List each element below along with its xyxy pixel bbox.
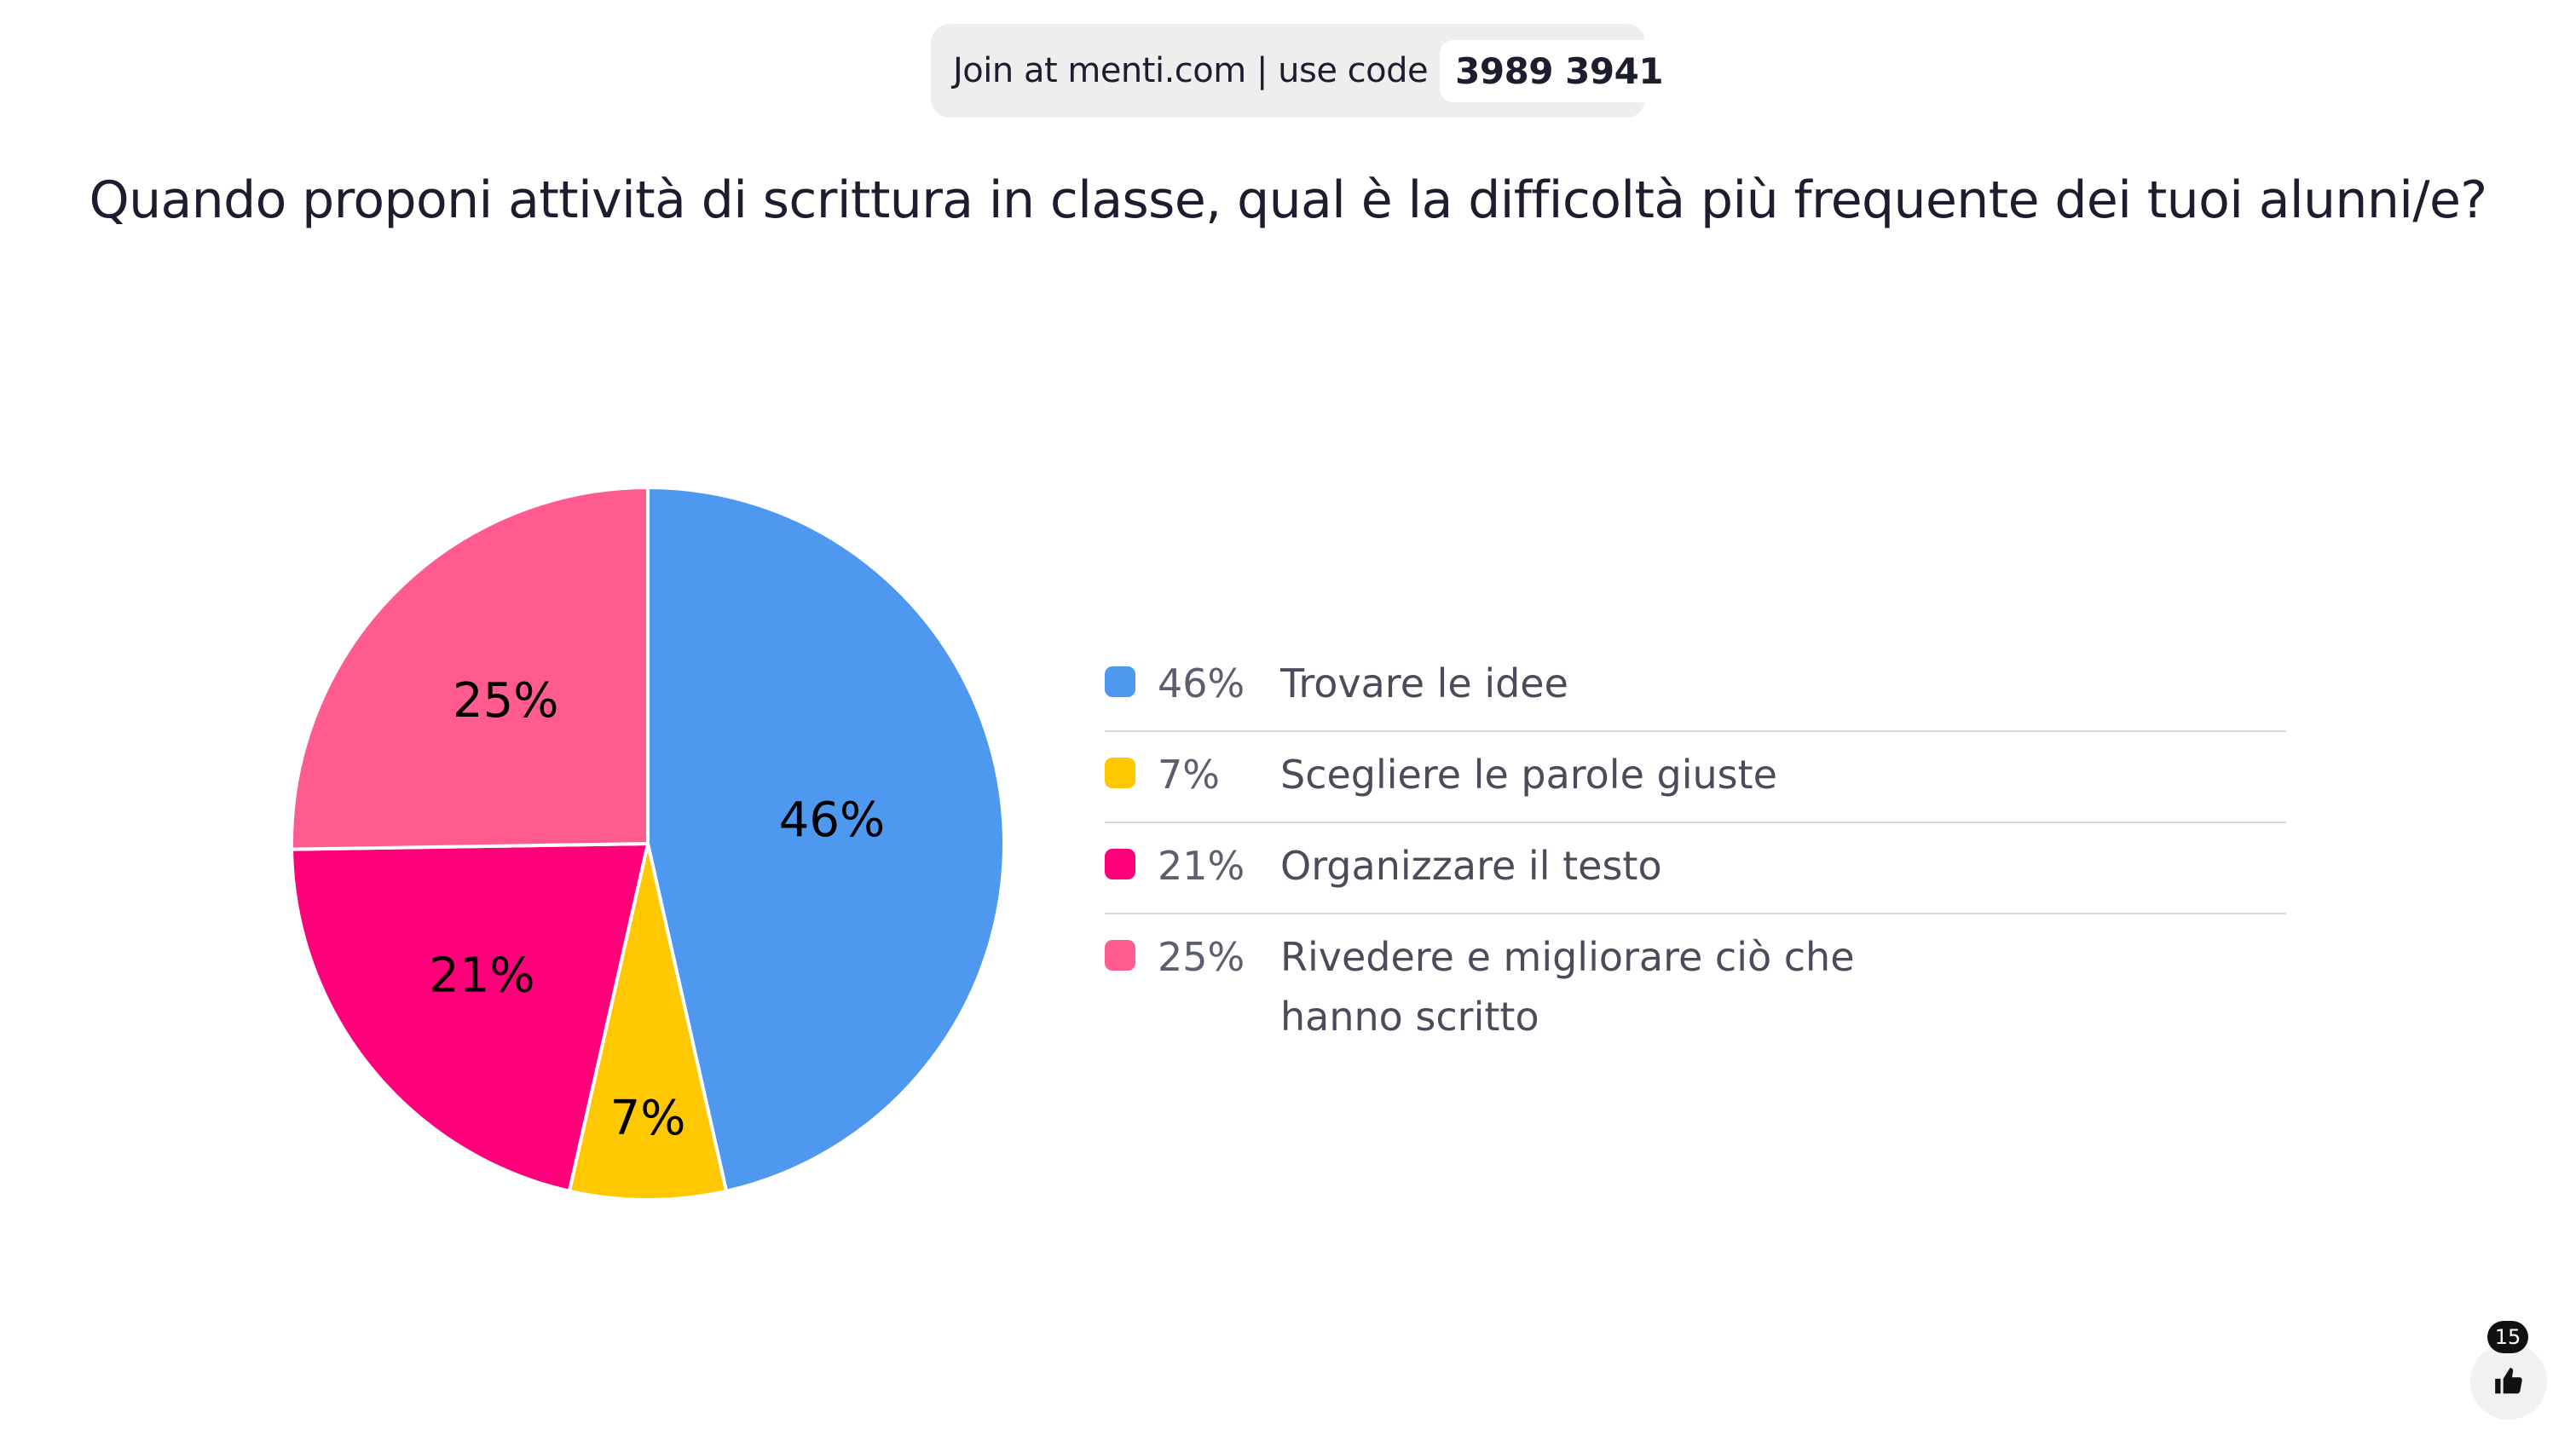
legend-percentage: 21% <box>1158 843 1245 889</box>
pie-slice <box>567 842 729 1202</box>
legend-percentage: 7% <box>1158 752 1220 798</box>
legend-item: 7% Scegliere le parole giuste <box>1105 732 2286 823</box>
pie-slice <box>290 842 650 1193</box>
legend-percentage: 25% <box>1158 934 1245 980</box>
legend-item: 46% Trovare le idee <box>1105 641 2286 732</box>
legend-label: Scegliere le parole giuste <box>1280 752 1777 798</box>
chart-legend: 46% Trovare le idee 7% Scegliere le parole … <box>1105 641 2286 1064</box>
pie-slice <box>646 486 1006 1193</box>
legend-swatch <box>1105 940 1135 971</box>
legend-swatch <box>1105 849 1135 879</box>
reactions-button[interactable] <box>2470 1343 2547 1420</box>
pie-slice-label: 7% <box>610 1091 686 1146</box>
reaction-count-badge: 15 <box>2487 1321 2528 1353</box>
thumbs-up-icon <box>2495 1368 2522 1394</box>
pie-slice-label: 25% <box>453 673 558 729</box>
pie-slice <box>290 486 650 851</box>
legend-swatch <box>1105 758 1135 788</box>
legend-label: Trovare le idee <box>1280 660 1568 706</box>
join-text: Join at menti.com | use code <box>953 51 1429 90</box>
legend-percentage: 46% <box>1158 660 1245 706</box>
pie-slice-label: 21% <box>429 948 534 1003</box>
legend-item: 21% Organizzare il testo <box>1105 823 2286 914</box>
join-instructions-bar: Join at menti.com | use code 3989 3941 <box>931 24 1679 118</box>
join-code: 3989 3941 <box>1440 39 1679 102</box>
legend-label: Rivedere e migliorare ciò che hanno scri… <box>1280 934 1855 1040</box>
legend-label: Organizzare il testo <box>1280 843 1662 889</box>
pie-slice-label: 46% <box>779 793 885 848</box>
legend-swatch <box>1105 666 1135 697</box>
legend-item: 25% Rivedere e migliorare ciò che hanno s… <box>1105 914 2286 1064</box>
pie-chart: 46% 7% 21% 25% <box>290 486 1006 1202</box>
question-title: Quando proponi attività di scrittura in … <box>89 170 2487 230</box>
